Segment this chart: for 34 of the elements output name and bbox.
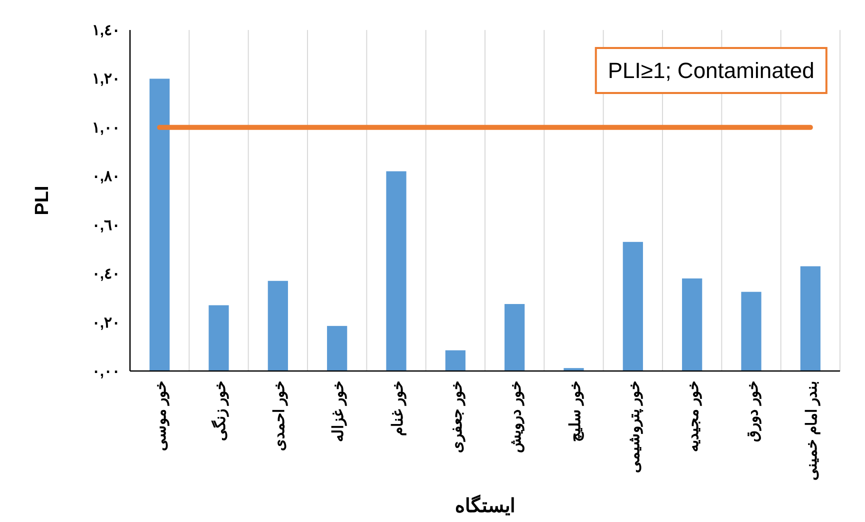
x-tick-label: خور موسی [152,381,170,452]
bar [622,242,643,371]
x-axis-title: ایستگاه [455,494,515,517]
bar [386,171,406,371]
x-tick-label: خور دورق [744,381,762,442]
y-tick-label: ١,٤٠ [92,22,120,39]
y-tick-label: ١,٢٠ [92,70,120,88]
bar [208,305,229,371]
ref-line-label: PLI≥1; Contaminated [608,58,814,83]
y-tick-label: ١,٠٠ [92,119,120,136]
x-tick-label: خور غزاله [330,381,348,442]
bar [741,292,762,371]
y-tick-label: ٠,٨٠ [92,168,120,186]
bar [445,350,466,371]
x-tick-label: خور درویش [508,381,525,454]
x-tick-label: خور زنگی [210,381,229,442]
x-tick-label: بندر امام خمینی [803,381,820,480]
bar [504,304,525,371]
bar [682,278,702,371]
y-tick-label: ٠,٦٠ [92,216,120,234]
y-axis-title: PLI [32,186,53,216]
y-tick-label: ٠,٢٠ [92,314,120,332]
x-tick-label: خور احمدی [270,381,288,452]
bar [327,326,348,371]
bar [150,78,170,371]
x-tick-label: خور مجیدیه [685,381,702,452]
x-tick-label: خور سلیچ [566,381,584,442]
x-tick-label: خور جعفری [448,381,466,454]
x-tick-label: خور غنام [389,381,406,436]
bar [800,266,820,371]
y-tick-label: ٠,٤٠ [92,266,120,283]
bar [268,280,288,371]
x-tick-label: خور پتروشیمی [626,381,644,474]
y-tick-label: ٠,٠٠ [92,363,120,380]
